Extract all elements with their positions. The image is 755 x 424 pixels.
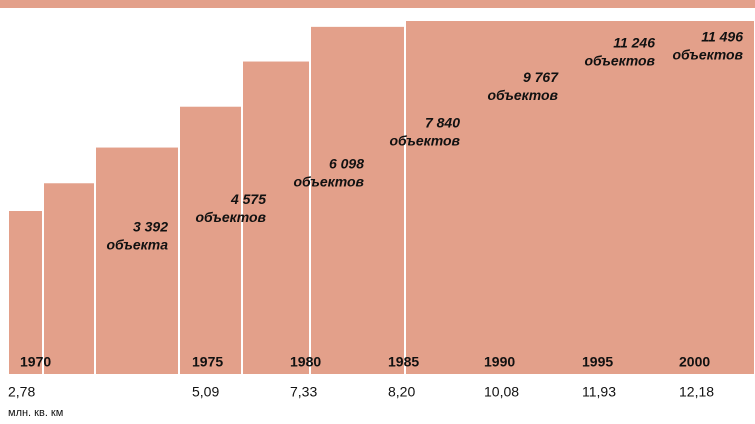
area-label: 8,20 [388,384,415,400]
top-strip [0,0,755,8]
value-label: 11 246 [613,35,655,51]
area-label: 11,93 [582,384,616,400]
bar [404,19,755,376]
area-label: 10,08 [484,384,519,400]
year-label: 1995 [582,354,613,370]
value-unit: объектов [487,87,558,103]
area-unit: млн. кв. км [8,407,63,419]
year-label: 1985 [388,354,419,370]
value-unit: объекта [106,237,168,253]
value-unit: объектов [389,132,460,148]
value-label: 4 575 [230,191,266,207]
value-unit: объектов [584,53,655,69]
year-label: 1975 [192,354,223,370]
value-unit: объектов [293,173,364,189]
year-label: 1980 [290,354,321,370]
area-label: 5,09 [192,384,219,400]
value-unit: объектов [195,209,266,225]
value-label: 3 392 [133,219,168,235]
year-label: 1970 [20,354,51,370]
area-label: 7,33 [290,384,317,400]
year-label: 2000 [679,354,710,370]
value-label: 6 098 [329,155,364,171]
value-label: 7 840 [425,114,460,130]
area-label: 2,78 [8,384,35,400]
area-label: 12,18 [679,384,714,400]
value-unit: объектов [672,47,743,63]
value-label: 9 767 [523,69,559,85]
year-label: 1990 [484,354,515,370]
value-label: 11 496 [701,29,743,45]
